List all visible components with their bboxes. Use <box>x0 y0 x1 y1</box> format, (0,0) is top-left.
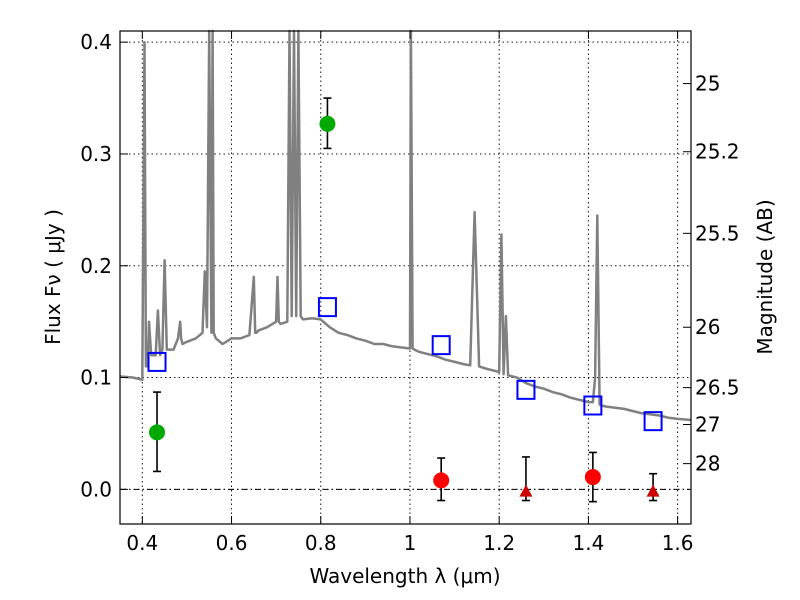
right-tick-label: 26.5 <box>695 376 740 400</box>
ticks: 0.4 0.6 0.8 1 1.2 1.4 1.6 0.0 0.1 0.2 0.3 0.4 25 25.2… <box>80 30 739 555</box>
model-square-point <box>147 351 167 372</box>
spectrum-line <box>119 29 692 422</box>
y-tick-label: 0.4 <box>80 30 112 54</box>
x-tick-label: 0.6 <box>216 531 248 555</box>
y-tick-label: 0.1 <box>80 366 112 390</box>
x-tick-label: 1.6 <box>662 531 694 555</box>
limit-triangle-point <box>646 484 660 497</box>
right-tick-label: 27 <box>695 413 720 437</box>
model-square-point <box>317 297 337 318</box>
right-tick-label: 28 <box>695 452 720 476</box>
y-tick-label: 0.3 <box>80 142 112 166</box>
x-axis-title: Wavelength λ (μm) <box>309 564 500 588</box>
data-point-circle <box>149 424 166 441</box>
data-point-circle <box>584 469 601 486</box>
right-tick-label: 25 <box>695 72 720 96</box>
x-tick-label: 1.2 <box>483 531 515 555</box>
model-square-point <box>583 395 603 416</box>
data-point-circle <box>319 115 336 132</box>
y-axis-title: Flux Fν ( μJy ) <box>41 209 65 345</box>
error-bars <box>153 97 658 503</box>
limit-triangle-point <box>519 484 533 497</box>
y-tick-label: 0.2 <box>80 254 112 278</box>
right-tick-label: 25.5 <box>695 221 740 245</box>
plot-frame <box>119 30 692 525</box>
x-tick-label: 1 <box>404 531 417 555</box>
model-square-point <box>516 379 536 400</box>
right-tick-label: 26 <box>695 315 720 339</box>
data-point-circle <box>433 472 450 489</box>
x-tick-label: 1.4 <box>572 531 604 555</box>
spectrum <box>119 29 692 422</box>
model-square-point <box>431 335 451 356</box>
markers <box>147 115 663 497</box>
right-axis-title: Magnitude (AB) <box>753 199 777 354</box>
right-tick-label: 25.2 <box>695 140 740 164</box>
y-tick-label: 0.0 <box>80 477 112 501</box>
model-square-point <box>643 411 663 432</box>
x-tick-label: 0.4 <box>126 531 158 555</box>
x-tick-label: 0.8 <box>305 531 337 555</box>
